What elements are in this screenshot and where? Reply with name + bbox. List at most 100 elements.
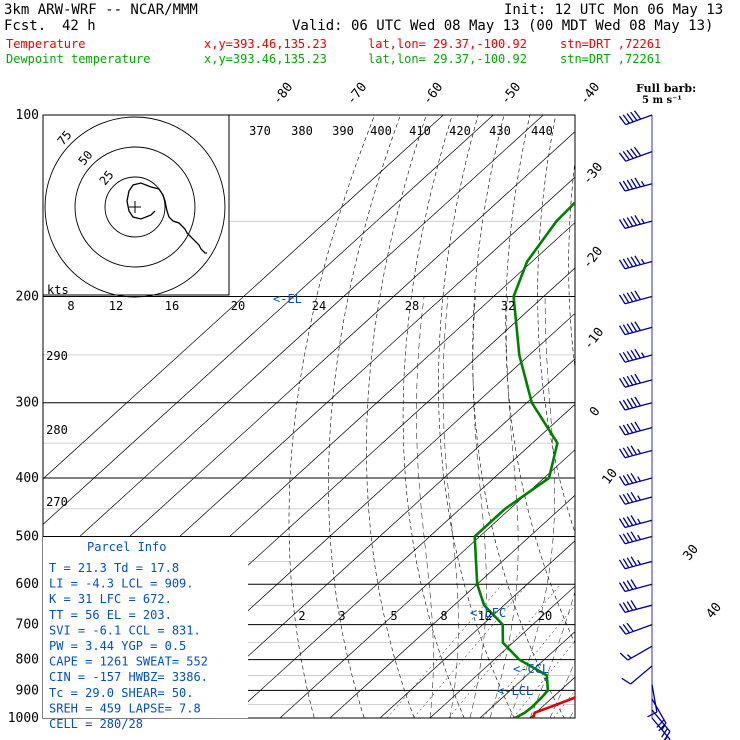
speed-scale-label: 20 xyxy=(231,299,245,313)
pressure-tick-label: 700 xyxy=(16,618,39,633)
mixing-ratio-label: 12 xyxy=(478,609,492,623)
parcel-panel-bg xyxy=(43,537,248,718)
isotherm-line xyxy=(479,631,575,718)
model-title: 3km ARW-WRF -- NCAR/MMM xyxy=(4,2,198,18)
pressure-tick-label: 300 xyxy=(16,396,39,411)
isotherm-label: -10 xyxy=(581,325,607,353)
pressure-tick-label: 200 xyxy=(16,290,39,305)
dry-adiabat xyxy=(402,115,465,718)
parcel-info-row: SVI = -6.1 CCL = 831. xyxy=(49,623,201,637)
parcel-info-row: CAPE = 1261 SWEAT= 552 xyxy=(49,655,208,669)
wind-barb xyxy=(618,177,653,192)
latlon-green: lat,lon= 29.37,-100.92 xyxy=(368,52,527,66)
barb-legend-label: Full barb: xyxy=(636,82,696,95)
wind-barb xyxy=(618,622,653,635)
wind-barb xyxy=(618,445,653,459)
wind-barb xyxy=(618,110,653,126)
isotherm-label: -80 xyxy=(270,80,296,108)
hodograph-trace xyxy=(126,182,207,254)
wind-barb xyxy=(618,421,653,436)
wind-barb xyxy=(619,645,653,661)
dewpoint-profile xyxy=(473,200,575,718)
moist-adiabat xyxy=(569,707,575,718)
pressure-tick-label: 900 xyxy=(16,683,39,698)
pressure-tick-label: 1000 xyxy=(8,711,39,726)
latlon-red: lat,lon= 29.37,-100.92 xyxy=(368,37,527,51)
theta-label: 410 xyxy=(409,124,431,138)
ccl-marker: <-CCL xyxy=(513,662,549,676)
isotherm-line xyxy=(379,540,575,718)
parcel-info-row: LI = -4.3 LCL = 909. xyxy=(49,577,194,591)
init-time: Init: 12 UTC Mon 06 May 13 xyxy=(504,2,724,18)
wind-barb xyxy=(618,146,653,162)
el-marker: <-EL xyxy=(273,292,302,306)
wind-barb xyxy=(618,321,653,336)
moist-adiabat xyxy=(529,590,575,718)
wind-barb xyxy=(618,472,653,486)
speed-scale-label: 16 xyxy=(165,299,179,313)
isotherm-label: -40 xyxy=(577,80,603,108)
dry-adiabat xyxy=(472,115,565,718)
dry-adiabat xyxy=(438,115,515,718)
moist-adiabat xyxy=(509,296,555,718)
isotherm-label: -50 xyxy=(498,80,524,108)
moist-adiabat xyxy=(442,296,459,718)
theta-label: 270 xyxy=(46,495,68,509)
wind-barb xyxy=(618,215,653,230)
moist-adiabat xyxy=(549,661,575,718)
temperature-legend: Temperature xyxy=(6,37,86,51)
dry-adiabat xyxy=(366,115,427,718)
isotherm-line xyxy=(580,115,740,718)
pressure-tick-label: 800 xyxy=(16,653,39,668)
wind-barb xyxy=(618,556,653,570)
hodograph-ring xyxy=(44,116,226,298)
dry-adiabat xyxy=(711,115,740,731)
hodograph-frame xyxy=(42,114,230,296)
parcel-info-row: CELL = 280/28 xyxy=(49,717,143,731)
pressure-tick-label: 500 xyxy=(16,529,39,544)
moist-adiabat xyxy=(416,296,434,718)
sounding-curves xyxy=(473,200,575,718)
station-green: stn=DRT ,72261 xyxy=(560,52,662,66)
isotherm-line xyxy=(630,115,740,718)
isotherm-line xyxy=(429,585,575,718)
isotherm-line xyxy=(43,115,494,525)
parcel-info-panel: Parcel Info T = 21.3 Td = 17.8 LI = -4.3 L… xyxy=(43,537,248,731)
isotherm-line xyxy=(279,449,575,718)
wind-barb xyxy=(618,348,653,363)
theta-label: 390 xyxy=(332,124,354,138)
mixing-ratio-label: 8 xyxy=(440,609,447,623)
pressure-tick-label: 600 xyxy=(16,577,39,592)
moist-adiabat xyxy=(610,297,740,719)
parcel-info-row: K = 31 LFC = 672. xyxy=(49,592,172,606)
wind-barb xyxy=(651,717,671,740)
speed-scale-label: 32 xyxy=(501,299,515,313)
mixing-ratio-label: 2 xyxy=(298,609,305,623)
lfc-marker: <-LFC xyxy=(470,606,506,620)
theta-label: 430 xyxy=(489,124,511,138)
hodograph-ring xyxy=(104,176,166,238)
isotherm-label: 40 xyxy=(704,600,725,622)
isotherm-line xyxy=(43,115,444,480)
parcel-info-row: Tc = 29.0 SHEAR= 50. xyxy=(49,686,194,700)
xy-location-green: x,y=393.46,135.23 xyxy=(204,52,327,66)
dry-adiabat xyxy=(288,115,375,718)
speed-scale-label: 12 xyxy=(109,299,123,313)
wind-barb xyxy=(618,579,653,593)
lcl-marker: <-LCL xyxy=(497,684,533,698)
parcel-info-row: T = 21.3 Td = 17.8 xyxy=(49,561,179,575)
theta-label: 380 xyxy=(291,124,313,138)
dewpoint-legend: Dewpoint temperature xyxy=(6,52,151,66)
moist-adiabat xyxy=(590,297,740,719)
isotherm-label: -60 xyxy=(420,80,446,108)
mixing-ratio-label: 20 xyxy=(538,609,552,623)
pressure-tick-label: 100 xyxy=(16,108,39,123)
wind-barb xyxy=(618,255,653,270)
forecast-hour: 42 h xyxy=(62,18,96,34)
mixing-ratio-label: 3 xyxy=(338,609,345,623)
hodograph-units-label: kts xyxy=(47,283,69,297)
wind-barb xyxy=(618,373,653,388)
xy-location-red: x,y=393.46,135.23 xyxy=(204,37,327,51)
pressure-tick-label: 400 xyxy=(16,471,39,486)
